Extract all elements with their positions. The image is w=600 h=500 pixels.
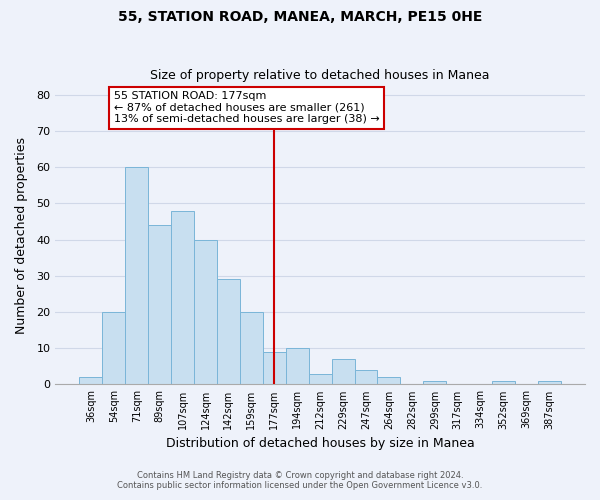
Text: 55, STATION ROAD, MANEA, MARCH, PE15 0HE: 55, STATION ROAD, MANEA, MARCH, PE15 0HE	[118, 10, 482, 24]
Bar	[125, 167, 148, 384]
Bar	[424, 381, 446, 384]
Bar	[332, 359, 355, 384]
Bar	[377, 377, 400, 384]
Bar	[286, 348, 308, 385]
Text: 55 STATION ROAD: 177sqm
← 87% of detached houses are smaller (261)
13% of semi-d: 55 STATION ROAD: 177sqm ← 87% of detache…	[114, 91, 380, 124]
Bar	[538, 381, 561, 384]
Bar	[355, 370, 377, 384]
Bar	[492, 381, 515, 384]
Bar	[240, 312, 263, 384]
Title: Size of property relative to detached houses in Manea: Size of property relative to detached ho…	[151, 69, 490, 82]
Bar	[103, 312, 125, 384]
X-axis label: Distribution of detached houses by size in Manea: Distribution of detached houses by size …	[166, 437, 475, 450]
Text: Contains HM Land Registry data © Crown copyright and database right 2024.
Contai: Contains HM Land Registry data © Crown c…	[118, 470, 482, 490]
Bar	[194, 240, 217, 384]
Bar	[148, 225, 171, 384]
Bar	[263, 352, 286, 384]
Bar	[79, 377, 103, 384]
Bar	[308, 374, 332, 384]
Bar	[171, 210, 194, 384]
Y-axis label: Number of detached properties: Number of detached properties	[15, 138, 28, 334]
Bar	[217, 280, 240, 384]
